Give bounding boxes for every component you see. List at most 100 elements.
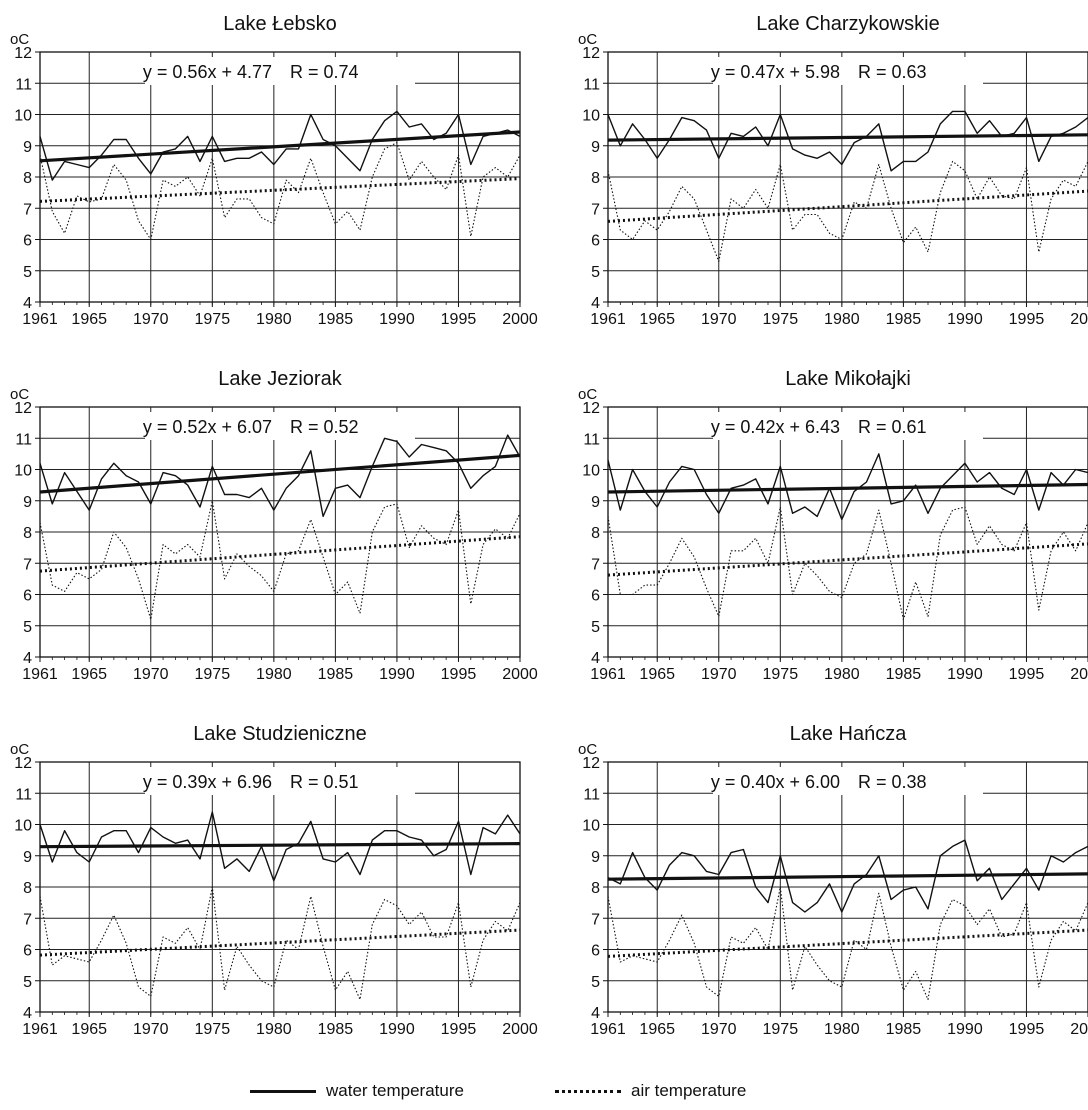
air-trend-line	[39, 177, 521, 203]
correlation-label: R = 0.51	[290, 772, 359, 792]
x-tick-label: 1980	[256, 666, 292, 683]
air-trend-line	[39, 535, 521, 573]
x-tick-label: 1965	[71, 666, 107, 683]
y-tick-label: 9	[23, 494, 32, 511]
chart-svg: 4 5 6 7 8 9 10 11 12 1961 1965 1970 1975 1980 1985 1990…	[10, 723, 538, 1038]
water-trend-line	[39, 842, 521, 849]
x-tick-label: 1961	[590, 666, 626, 683]
x-tick-label: 1975	[763, 1021, 799, 1038]
chart-svg: 4 5 6 7 8 9 10 11 12 1961 1965 1970 1975 1980 1985 1990…	[578, 13, 1088, 328]
chart-title: Lake Hańcza	[790, 723, 908, 745]
water-trend-line	[607, 482, 1088, 494]
air-trend-line	[39, 928, 521, 957]
correlation-label: R = 0.61	[858, 417, 927, 437]
legend-item-air: air temperature	[555, 1078, 746, 1104]
x-tick-label: 1980	[824, 1021, 860, 1038]
y-tick-label: 11	[583, 431, 600, 448]
y-tick-label: 5	[23, 974, 32, 991]
y-tick-label: 12	[582, 755, 600, 772]
y-tick-label: 5	[23, 264, 32, 281]
y-tick-label: 5	[591, 974, 600, 991]
x-tick-label: 1961	[22, 311, 58, 328]
chart-svg: 4 5 6 7 8 9 10 11 12 1961 1965 1970 1975 1980 1985 1990…	[10, 13, 538, 328]
correlation-label: R = 0.74	[290, 62, 359, 82]
y-tick-label: 11	[15, 431, 32, 448]
x-tick-label: 1995	[1009, 311, 1045, 328]
air-trend-line	[607, 928, 1088, 958]
regression-equation: y = 0.47x + 5.98	[711, 62, 840, 82]
x-tick-label: 1970	[133, 1021, 169, 1038]
water-trend-line	[39, 130, 521, 163]
chart-panel: 4 5 6 7 8 9 10 11 12 1961 1965 1970 1975 1980 1985 1990…	[0, 355, 544, 710]
y-unit-label: oC	[10, 31, 29, 48]
y-tick-label: 5	[591, 619, 600, 636]
y-tick-label: 8	[23, 880, 32, 897]
y-tick-label: 5	[591, 264, 600, 281]
x-tick-label: 1970	[133, 666, 169, 683]
x-tick-label: 1990	[379, 666, 415, 683]
water-temperature-line	[39, 434, 521, 518]
equation-background	[145, 412, 415, 440]
y-tick-label: 10	[582, 818, 600, 835]
x-tick-label: 1970	[701, 1021, 737, 1038]
x-tick-label: 1995	[1009, 666, 1045, 683]
x-tick-label: 2000	[502, 311, 538, 328]
x-tick-label: 1990	[947, 1021, 983, 1038]
y-unit-label: oC	[10, 386, 29, 403]
y-tick-label: 12	[14, 755, 32, 772]
y-tick-label: 6	[23, 943, 32, 960]
y-unit-label: oC	[578, 386, 597, 403]
chart-svg: 4 5 6 7 8 9 10 11 12 1961 1965 1970 1975 1980 1985 1990…	[10, 368, 538, 683]
y-tick-label: 6	[591, 588, 600, 605]
chart-title: Lake Studzieniczne	[193, 723, 366, 745]
air-trend-line	[607, 189, 1088, 223]
y-tick-label: 9	[23, 139, 32, 156]
y-tick-label: 7	[23, 556, 32, 573]
water-trend-line	[39, 453, 521, 494]
x-tick-label: 1985	[886, 1021, 922, 1038]
y-tick-label: 8	[591, 525, 600, 542]
chart-panel: 4 5 6 7 8 9 10 11 12 1961 1965 1970 1975 1980 1985 1990…	[568, 355, 1088, 710]
x-tick-label: 2000	[1070, 1021, 1088, 1038]
regression-equation: y = 0.56x + 4.77	[143, 62, 272, 82]
air-temperature-line	[607, 160, 1088, 262]
chart-title: Lake Łebsko	[223, 13, 336, 35]
x-tick-label: 2000	[502, 666, 538, 683]
y-tick-label: 4	[591, 295, 600, 312]
y-tick-label: 4	[591, 1005, 600, 1022]
chart-panel: 4 5 6 7 8 9 10 11 12 1961 1965 1970 1975 1980 1985 1990…	[0, 710, 544, 1065]
x-tick-label: 1980	[824, 666, 860, 683]
legend-item-water: water temperature	[250, 1078, 464, 1104]
correlation-label: R = 0.52	[290, 417, 359, 437]
x-tick-label: 1985	[886, 666, 922, 683]
y-tick-label: 4	[591, 650, 600, 667]
y-tick-label: 7	[591, 911, 600, 928]
y-tick-label: 9	[591, 849, 600, 866]
equation-background	[713, 57, 983, 85]
equation-background	[145, 57, 415, 85]
x-tick-label: 1965	[639, 666, 675, 683]
y-tick-label: 4	[23, 295, 32, 312]
y-tick-label: 6	[23, 233, 32, 250]
x-tick-label: 1970	[701, 311, 737, 328]
x-tick-label: 1995	[441, 311, 477, 328]
legend-swatch-water	[250, 1089, 316, 1093]
y-tick-label: 10	[582, 463, 600, 480]
regression-equation: y = 0.52x + 6.07	[143, 417, 272, 437]
y-tick-label: 10	[582, 108, 600, 125]
air-temperature-line	[39, 886, 521, 1001]
chart-title: Lake Jeziorak	[218, 368, 342, 390]
x-tick-label: 1965	[71, 311, 107, 328]
x-tick-label: 1995	[441, 1021, 477, 1038]
x-tick-label: 1995	[441, 666, 477, 683]
y-tick-label: 12	[14, 400, 32, 417]
x-tick-label: 1975	[195, 666, 231, 683]
y-tick-label: 6	[591, 943, 600, 960]
regression-equation: y = 0.42x + 6.43	[711, 417, 840, 437]
x-tick-label: 1990	[947, 311, 983, 328]
water-temperature-line	[39, 811, 521, 882]
regression-equation: y = 0.39x + 6.96	[143, 772, 272, 792]
y-tick-label: 12	[582, 400, 600, 417]
y-tick-label: 11	[583, 76, 600, 93]
chart-svg: 4 5 6 7 8 9 10 11 12 1961 1965 1970 1975 1980 1985 1990…	[578, 723, 1088, 1038]
